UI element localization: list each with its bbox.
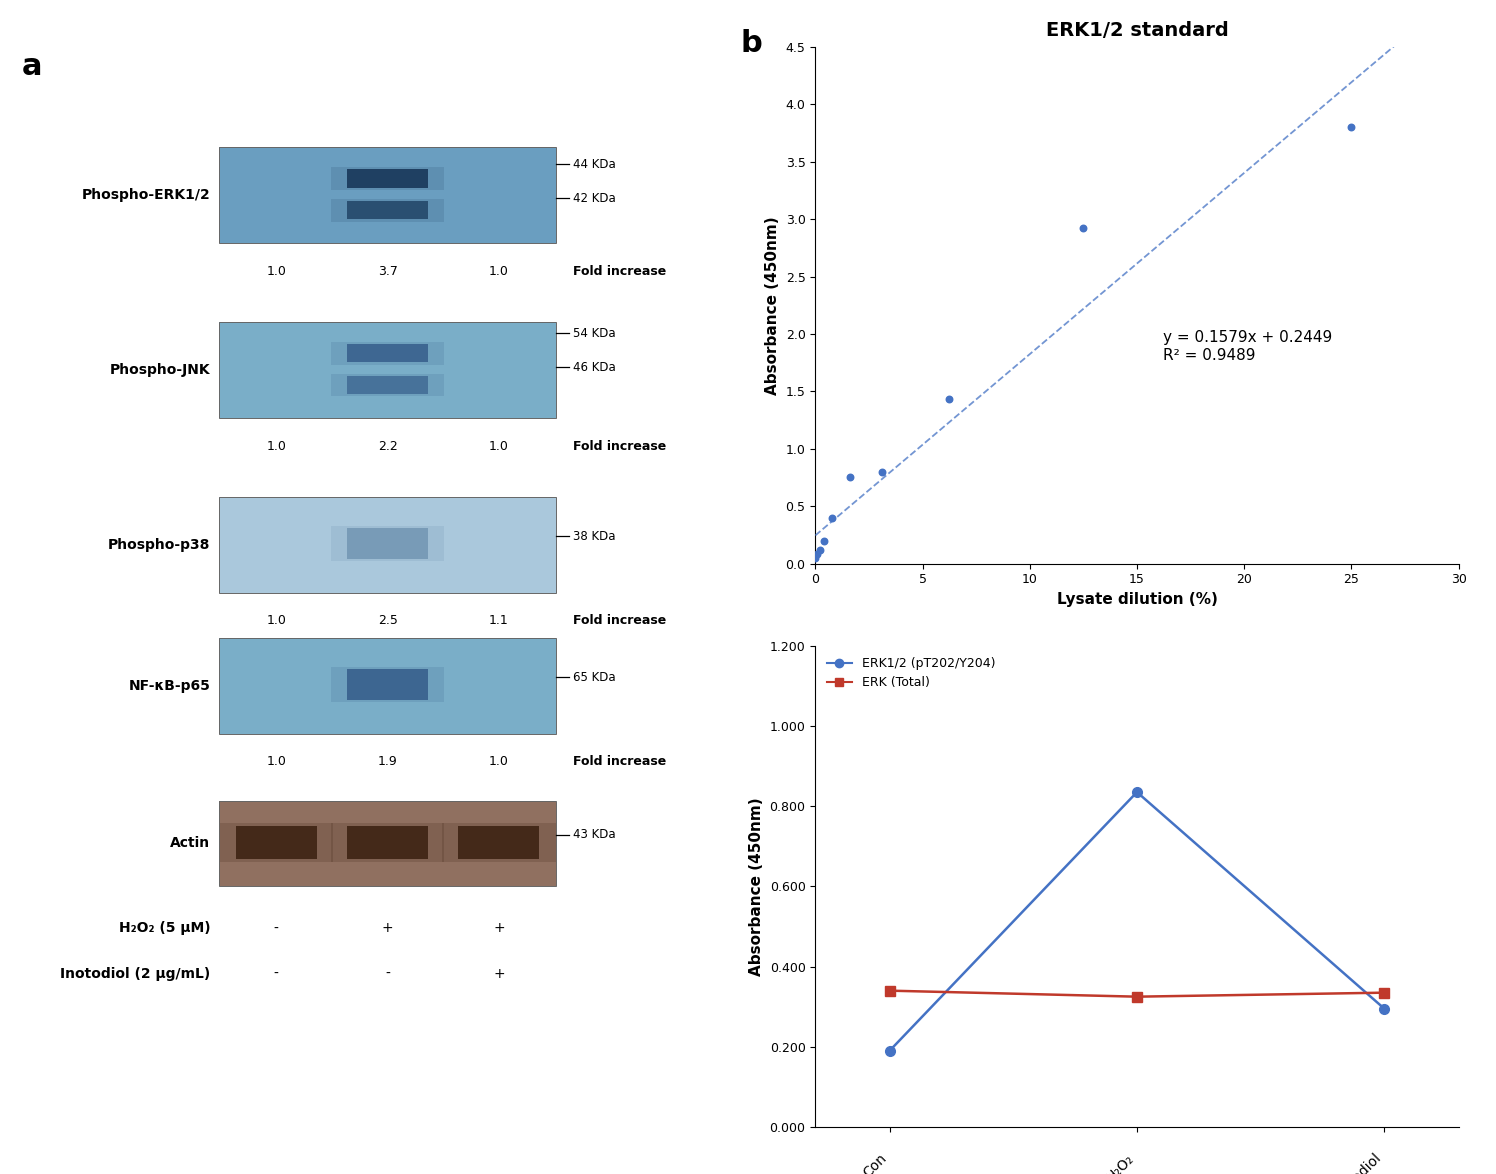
- Bar: [347, 376, 428, 394]
- Text: 38 KDa: 38 KDa: [573, 529, 616, 542]
- ERK1/2 (pT202/Y204): [1375, 1001, 1393, 1016]
- Y-axis label: Absorbance (450nm): Absorbance (450nm): [764, 216, 779, 394]
- Text: 43 KDa: 43 KDa: [573, 829, 616, 842]
- Text: 1.1: 1.1: [489, 614, 509, 627]
- Bar: [347, 826, 428, 858]
- Text: Fold increase: Fold increase: [573, 614, 667, 627]
- Text: -: -: [384, 966, 390, 980]
- Point: [1071, 218, 1095, 237]
- Bar: [458, 826, 540, 858]
- Point: [808, 540, 832, 559]
- Text: H₂O₂ + Inotodiol: H₂O₂ + Inotodiol: [1294, 1151, 1384, 1174]
- Line: ERK1/2 (pT202/Y204): ERK1/2 (pT202/Y204): [884, 788, 1390, 1055]
- Text: 42 KDa: 42 KDa: [573, 191, 616, 204]
- Bar: [331, 167, 444, 190]
- Point: [820, 508, 844, 527]
- Text: 46 KDa: 46 KDa: [573, 360, 616, 373]
- Bar: [347, 669, 428, 700]
- X-axis label: Lysate dilution (%): Lysate dilution (%): [1056, 592, 1218, 607]
- Text: 1.0: 1.0: [489, 439, 509, 453]
- Bar: [218, 497, 557, 593]
- Bar: [218, 801, 557, 885]
- Bar: [347, 528, 428, 559]
- Text: H₂O₂ (5 μM): H₂O₂ (5 μM): [118, 922, 211, 936]
- Bar: [218, 801, 557, 885]
- Bar: [218, 148, 557, 243]
- ERK (Total): [1128, 990, 1146, 1004]
- Bar: [443, 823, 555, 862]
- Bar: [347, 169, 428, 188]
- Text: 1.0: 1.0: [266, 755, 286, 768]
- Text: Fold increase: Fold increase: [573, 439, 667, 453]
- Bar: [331, 667, 444, 702]
- Bar: [331, 198, 444, 222]
- Point: [803, 548, 827, 567]
- Text: 2.2: 2.2: [377, 439, 398, 453]
- Point: [805, 545, 829, 564]
- Bar: [347, 201, 428, 220]
- Point: [838, 468, 862, 487]
- Line: ERK (Total): ERK (Total): [884, 986, 1390, 1001]
- Bar: [218, 497, 557, 593]
- ERK1/2 (pT202/Y204): [1128, 785, 1146, 799]
- Bar: [218, 637, 557, 734]
- Text: 1.9: 1.9: [377, 755, 398, 768]
- Text: Fold increase: Fold increase: [573, 755, 667, 768]
- Text: 1.0: 1.0: [489, 265, 509, 278]
- Bar: [218, 322, 557, 418]
- Bar: [218, 148, 557, 243]
- Bar: [220, 823, 334, 862]
- Text: Fold increase: Fold increase: [573, 265, 667, 278]
- Text: 3.7: 3.7: [377, 265, 398, 278]
- Text: b: b: [741, 29, 763, 59]
- Text: Phospho-p38: Phospho-p38: [108, 538, 211, 552]
- Point: [869, 463, 893, 481]
- Bar: [347, 344, 428, 363]
- Text: Actin: Actin: [171, 836, 211, 850]
- Legend: ERK1/2 (pT202/Y204), ERK (Total): ERK1/2 (pT202/Y204), ERK (Total): [821, 652, 999, 694]
- Text: y = 0.1579x + 0.2449
R² = 0.9489: y = 0.1579x + 0.2449 R² = 0.9489: [1162, 330, 1331, 363]
- Text: Inotodiol (2 μg/mL): Inotodiol (2 μg/mL): [60, 966, 211, 980]
- Text: 54 KDa: 54 KDa: [573, 326, 616, 340]
- Text: +: +: [494, 966, 504, 980]
- Bar: [331, 526, 444, 561]
- Text: Phospho-ERK1/2: Phospho-ERK1/2: [82, 188, 211, 202]
- Bar: [331, 823, 444, 862]
- Text: 1.0: 1.0: [266, 439, 286, 453]
- Text: 65 KDa: 65 KDa: [573, 670, 616, 683]
- Text: a: a: [22, 52, 42, 81]
- Point: [1339, 117, 1363, 136]
- ERK (Total): [1375, 986, 1393, 1000]
- Text: 1.0: 1.0: [266, 614, 286, 627]
- Text: +: +: [494, 922, 504, 936]
- Bar: [331, 373, 444, 397]
- Bar: [218, 322, 557, 418]
- Text: Phospho-JNK: Phospho-JNK: [109, 363, 211, 377]
- Text: -: -: [274, 922, 278, 936]
- Title: ERK1/2 standard: ERK1/2 standard: [1046, 21, 1228, 40]
- Text: Con: Con: [860, 1151, 890, 1174]
- Text: 44 KDa: 44 KDa: [573, 157, 616, 171]
- ERK1/2 (pT202/Y204): [881, 1044, 899, 1058]
- Bar: [218, 637, 557, 734]
- Text: NF-κB-p65: NF-κB-p65: [129, 679, 211, 693]
- Text: H₂O₂: H₂O₂: [1104, 1151, 1137, 1174]
- Bar: [331, 342, 444, 365]
- Text: 2.5: 2.5: [377, 614, 398, 627]
- Text: 1.0: 1.0: [489, 755, 509, 768]
- Bar: [236, 826, 317, 858]
- Text: -: -: [274, 966, 278, 980]
- Point: [938, 390, 962, 409]
- Point: [812, 531, 836, 549]
- ERK (Total): [881, 984, 899, 998]
- Y-axis label: Absorbance (450nm): Absorbance (450nm): [749, 797, 764, 976]
- Text: 1.0: 1.0: [266, 265, 286, 278]
- Text: +: +: [381, 922, 393, 936]
